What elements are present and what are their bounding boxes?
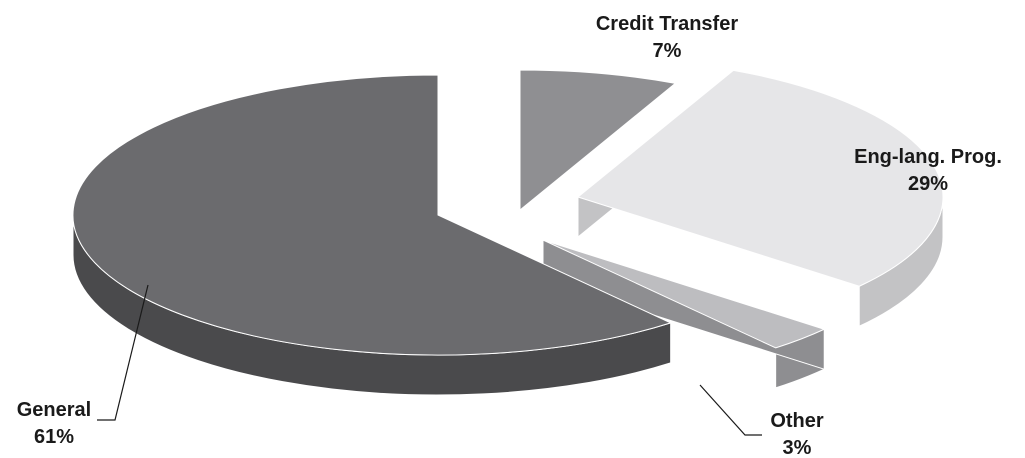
pie-slice — [72, 74, 673, 356]
slice-label: Eng-lang. Prog. — [854, 146, 1002, 168]
leader-line — [699, 384, 762, 436]
slice-label: General — [17, 399, 91, 421]
slice-value-label: 29% — [908, 173, 948, 195]
pie-slice — [519, 69, 677, 212]
slice-label: Other — [770, 410, 824, 432]
pie-slice — [576, 69, 944, 287]
slice-value-label: 61% — [34, 426, 74, 448]
slice-label: Credit Transfer — [596, 13, 738, 35]
slice-value-label: 3% — [783, 437, 812, 458]
leader-line — [97, 284, 149, 421]
slice-value-label: 7% — [653, 40, 682, 62]
pie-slice — [542, 239, 826, 349]
